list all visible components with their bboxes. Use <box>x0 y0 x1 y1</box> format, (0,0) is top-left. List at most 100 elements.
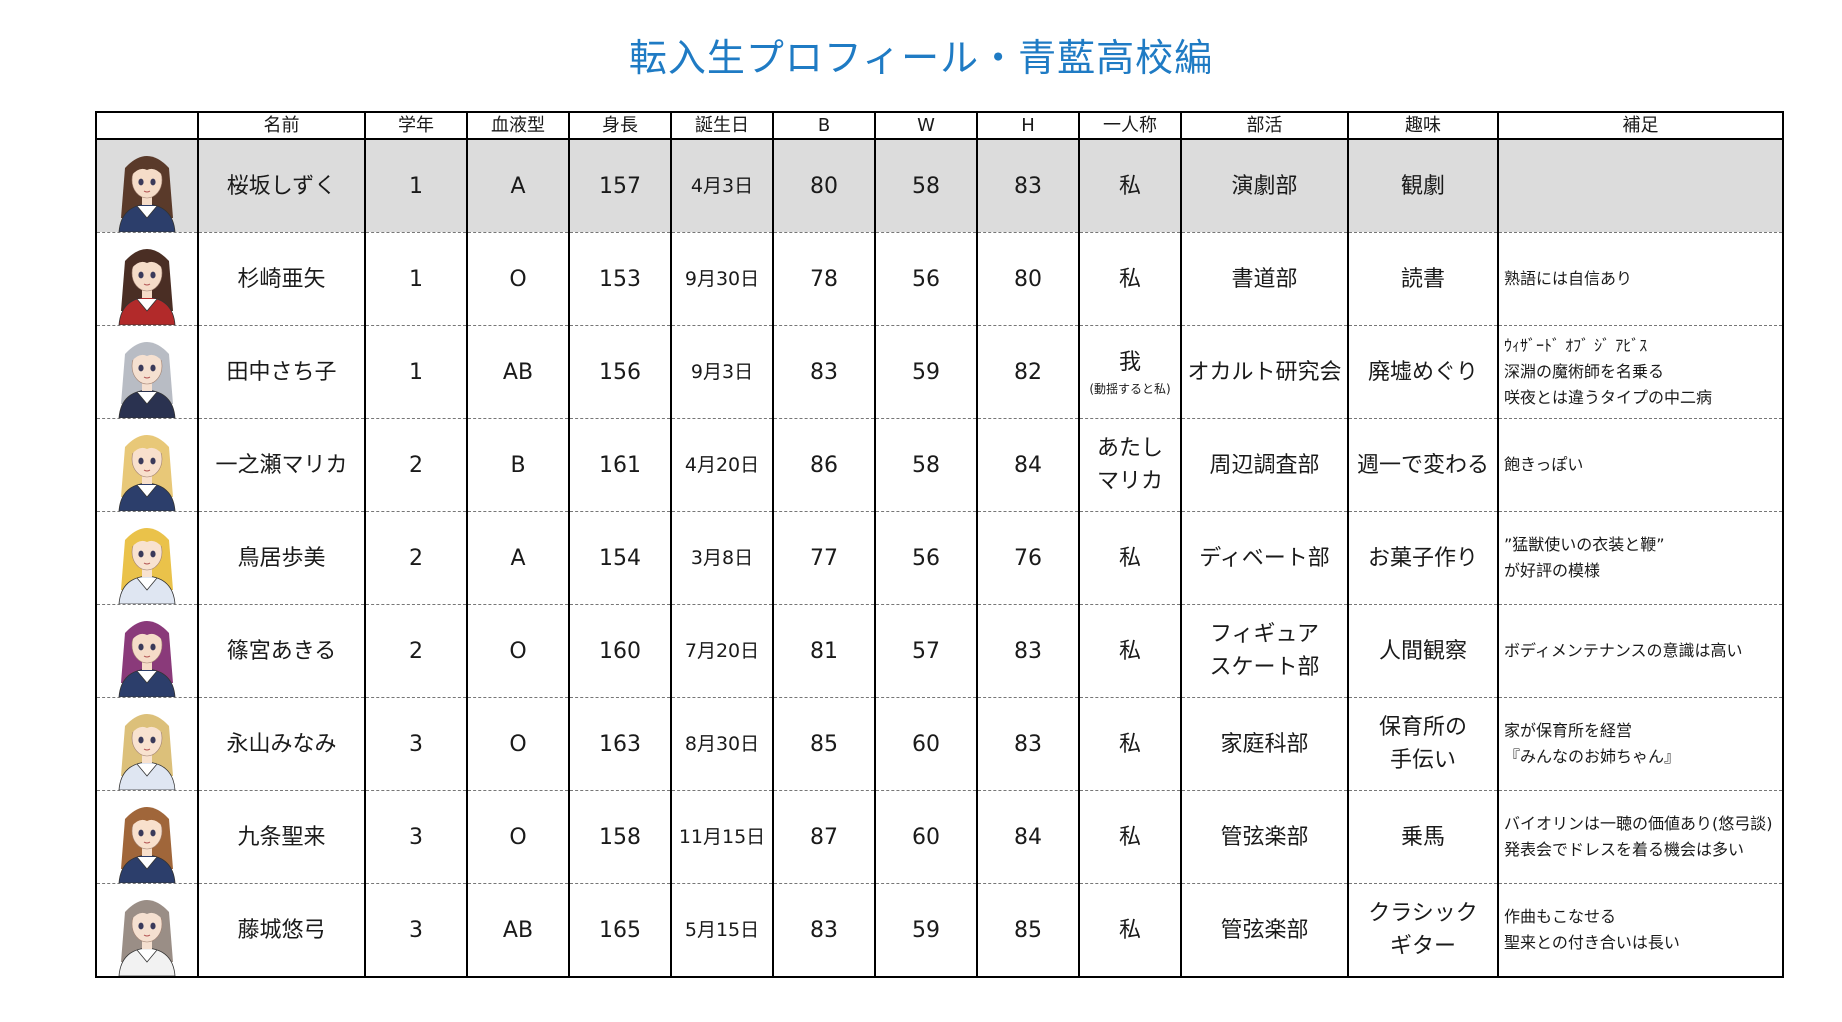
cell-note-line: 『みんなのお姉ちゃん』 <box>1504 747 1681 766</box>
cell-note-line: 発表会でドレスを着る機会は多い <box>1504 840 1745 859</box>
cell-hip: 83 <box>976 139 1079 233</box>
header-grade: 学年 <box>364 112 467 140</box>
cell-pronoun: 我 (動揺すると私) <box>1078 325 1181 419</box>
cell-pronoun-line: 私 <box>1118 638 1141 664</box>
cell-name: 杉崎亜矢 <box>197 232 365 326</box>
cell-waist: 56 <box>874 232 977 326</box>
cell-grade: 3 <box>364 883 467 977</box>
cell-bust: 83 <box>772 325 875 419</box>
cell-club-line: 管弦楽部 <box>1220 917 1309 943</box>
cell-birthday: 7月20日 <box>670 604 773 698</box>
cell-hip: 84 <box>976 790 1079 884</box>
cell-hobby: 廃墟めぐり <box>1347 325 1498 419</box>
cell-hip: 82 <box>976 325 1079 419</box>
cell-pronoun-sub: (動揺すると私) <box>1089 381 1171 396</box>
cell-pronoun-line: 私 <box>1118 731 1141 757</box>
cell-pronoun: 私 <box>1078 790 1181 884</box>
cell-pronoun-line: あたし <box>1096 436 1163 461</box>
header-hobby: 趣味 <box>1347 112 1498 140</box>
cell-note-line: 作曲もこなせる <box>1504 907 1617 926</box>
cell-blood-type: A <box>466 511 569 605</box>
cell-hip: 83 <box>976 604 1079 698</box>
cell-pronoun: 私 <box>1078 883 1181 977</box>
cell-club: ディベート部 <box>1180 511 1348 605</box>
header-birthday: 誕生日 <box>670 112 773 140</box>
cell-birthday: 5月15日 <box>670 883 773 977</box>
character-portrait-icon <box>118 900 176 976</box>
cell-height: 156 <box>568 325 671 419</box>
character-portrait-icon <box>118 435 176 511</box>
cell-pronoun: 私 <box>1078 511 1181 605</box>
cell-height: 154 <box>568 511 671 605</box>
table-row: 篠宮あきる 2 O 160 7月20日 81 57 83 私 フィギュア スケート部 人間観察 ボディメ… <box>96 604 1783 698</box>
cell-blood-type: AB <box>466 883 569 977</box>
page-title: 転入生プロフィール・青藍高校編 <box>628 36 1214 80</box>
cell-name: 篠宮あきる <box>197 604 365 698</box>
cell-waist: 59 <box>874 325 977 419</box>
cell-note-line: 聖来との付き合いは長い <box>1504 933 1680 952</box>
character-image-cell <box>96 790 198 884</box>
header-pronoun: 一人称 <box>1078 112 1181 140</box>
header-hip: H <box>976 112 1079 140</box>
cell-club: 演劇部 <box>1180 139 1348 233</box>
cell-note <box>1497 139 1783 233</box>
cell-hobby-line: ギター <box>1389 934 1456 959</box>
header-name: 名前 <box>197 112 365 140</box>
character-portrait-icon <box>118 249 176 325</box>
cell-name: 九条聖来 <box>197 790 365 884</box>
character-portrait-icon <box>118 342 176 418</box>
cell-pronoun-line: 私 <box>1118 173 1141 199</box>
cell-height: 157 <box>568 139 671 233</box>
cell-hobby: 読書 <box>1347 232 1498 326</box>
cell-name: 藤城悠弓 <box>197 883 365 977</box>
cell-waist: 58 <box>874 139 977 233</box>
cell-grade: 1 <box>364 325 467 419</box>
character-image-cell <box>96 884 198 978</box>
table-row: 田中さち子 1 AB 156 9月3日 83 59 82 我 (動揺すると私) オカルト研究会 廃墟め… <box>96 325 1783 419</box>
character-image-cell <box>96 604 198 698</box>
cell-grade: 2 <box>364 604 467 698</box>
cell-birthday: 9月3日 <box>670 325 773 419</box>
cell-pronoun-line: 私 <box>1118 266 1141 292</box>
cell-bust: 85 <box>772 697 875 791</box>
cell-club-line: 周辺調査部 <box>1209 452 1320 478</box>
cell-club-line: スケート部 <box>1209 655 1320 680</box>
cell-club: オカルト研究会 <box>1180 325 1348 419</box>
character-portrait-icon <box>118 156 176 232</box>
character-image-cell <box>96 232 198 326</box>
cell-note: 飽きっぽい <box>1497 418 1783 512</box>
cell-note-line: 熟語には自信あり <box>1504 269 1633 288</box>
cell-club-line: フィギュア <box>1209 622 1320 647</box>
cell-height: 158 <box>568 790 671 884</box>
cell-grade: 1 <box>364 232 467 326</box>
cell-club: フィギュアスケート部 <box>1180 604 1348 698</box>
cell-height: 160 <box>568 604 671 698</box>
cell-hobby-line: 人間観察 <box>1378 638 1467 664</box>
cell-waist: 60 <box>874 697 977 791</box>
cell-pronoun-line: 私 <box>1118 824 1141 850</box>
cell-name: 鳥居歩美 <box>197 511 365 605</box>
cell-bust: 77 <box>772 511 875 605</box>
cell-bust: 80 <box>772 139 875 233</box>
header-bust: B <box>772 112 875 140</box>
character-image-cell <box>96 139 198 233</box>
table-row: 永山みなみ 3 O 163 8月30日 85 60 83 私家庭科部 保育所の 手伝い 家が保育所を経… <box>96 697 1783 791</box>
cell-hobby-line: お菓子作り <box>1367 545 1478 571</box>
cell-waist: 60 <box>874 790 977 884</box>
cell-bust: 87 <box>772 790 875 884</box>
cell-grade: 3 <box>364 697 467 791</box>
cell-note-line: が好評の模様 <box>1504 561 1601 580</box>
cell-grade: 2 <box>364 511 467 605</box>
cell-pronoun: 私 <box>1078 697 1181 791</box>
cell-blood-type: AB <box>466 325 569 419</box>
cell-note-line: 咲夜とは違うタイプの中二病 <box>1504 388 1713 407</box>
cell-hobby: 週一で変わる <box>1347 418 1498 512</box>
header-club: 部活 <box>1180 112 1348 140</box>
cell-pronoun: 私 <box>1078 139 1181 233</box>
table-row: 藤城悠弓 3 AB 165 5月15日 83 59 85 私管弦楽部 クラシック ギター 作曲もこなせ… <box>96 883 1783 978</box>
cell-bust: 86 <box>772 418 875 512</box>
cell-hobby-line: 観劇 <box>1400 173 1445 199</box>
cell-grade: 3 <box>364 790 467 884</box>
cell-club-line: 管弦楽部 <box>1220 824 1309 850</box>
character-image-cell <box>96 697 198 791</box>
